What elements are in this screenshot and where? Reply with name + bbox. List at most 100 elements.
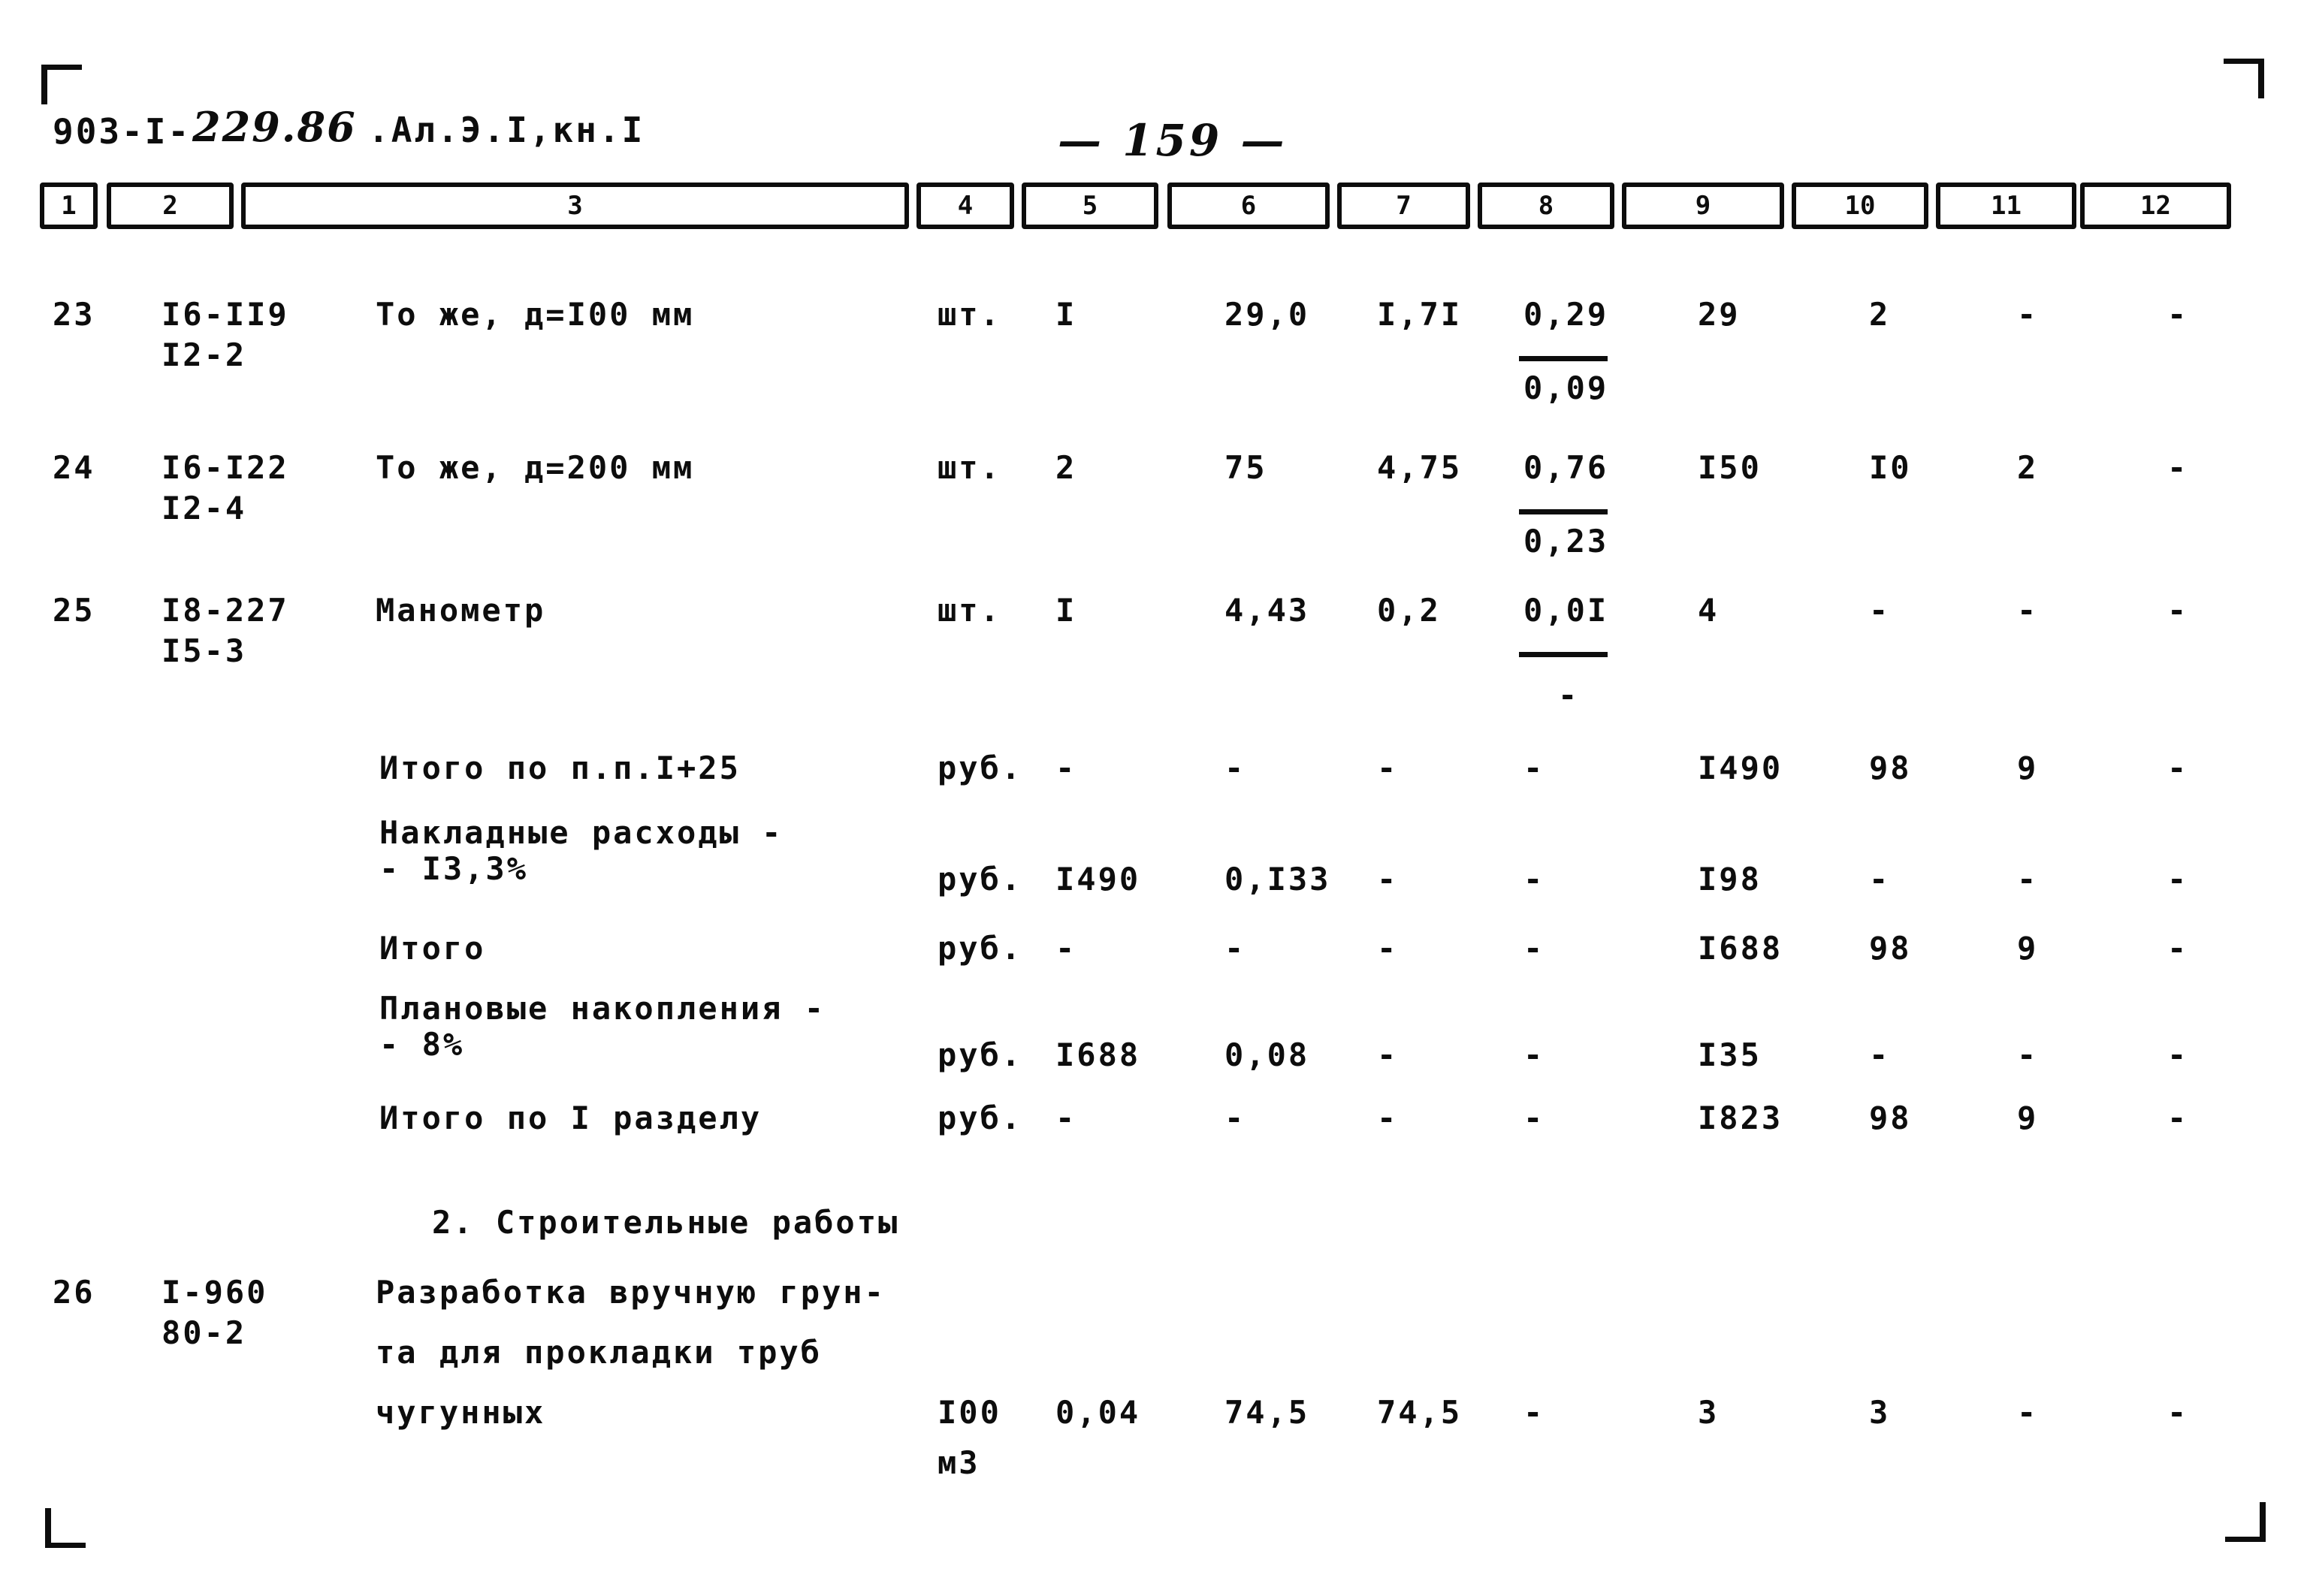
norm-code-line: I8-227 <box>162 592 289 629</box>
norm-code-line: 80-2 <box>162 1314 247 1351</box>
cell-c11: - <box>2017 592 2039 629</box>
cell-c5: - <box>1055 1100 1077 1136</box>
cell-c12: - <box>2167 861 2189 898</box>
work-description-line: Накладные расходы - <box>379 814 784 851</box>
album-series-label: .Ал.Э.I,кн.I <box>368 110 645 150</box>
cell-c6: - <box>1224 930 1246 967</box>
cell-c10: - <box>1869 1036 1891 1073</box>
column-header-1: 1 <box>40 183 98 229</box>
unit-of-measure: руб. <box>938 861 1023 898</box>
cell-c6: 0,I33 <box>1224 861 1331 898</box>
cell-c9: I688 <box>1698 930 1783 967</box>
cell-c5: I688 <box>1055 1036 1141 1073</box>
cell-c6: 74,5 <box>1224 1394 1310 1431</box>
cell-c10: - <box>1869 592 1891 629</box>
column-header-3: 3 <box>241 183 909 229</box>
norm-code-line: I6-I22 <box>162 449 289 486</box>
row-number: 23 <box>53 296 95 333</box>
cell-c7: 0,2 <box>1377 592 1441 629</box>
cell-c11: 9 <box>2017 930 2039 967</box>
work-description-line: Итого по I разделу <box>379 1100 762 1136</box>
cell-c12: - <box>2167 750 2189 786</box>
cell-c8-numerator: 0,29 <box>1523 296 1609 333</box>
cell-c7: - <box>1377 861 1399 898</box>
column-header-4: 4 <box>916 183 1014 229</box>
column-header-9: 9 <box>1622 183 1784 229</box>
cell-c12: - <box>2167 930 2189 967</box>
norm-code-line: I6-II9 <box>162 296 289 333</box>
cell-c9: I50 <box>1698 449 1762 486</box>
cell-c6: - <box>1224 750 1246 786</box>
cell-c12: - <box>2167 296 2189 333</box>
cell-c10: 98 <box>1869 1100 1912 1136</box>
fraction-bar <box>1519 356 1608 361</box>
cell-c9: 4 <box>1698 592 1720 629</box>
unit-of-measure: м3 <box>938 1444 980 1481</box>
column-header-7: 7 <box>1337 183 1470 229</box>
cell-c11: - <box>2017 1036 2039 1073</box>
row-number: 26 <box>53 1274 95 1311</box>
cell-c5: I <box>1055 592 1077 629</box>
cell-c9: I98 <box>1698 861 1762 898</box>
cell-c6: 4,43 <box>1224 592 1310 629</box>
document-code-handwritten: 229.86 <box>192 103 357 151</box>
cell-c6: 75 <box>1224 449 1267 486</box>
cell-c5: 0,04 <box>1055 1394 1141 1431</box>
norm-code-line: I5-3 <box>162 632 247 669</box>
work-description-line: То же, д=200 мм <box>376 449 695 486</box>
work-description-line: - 8% <box>379 1026 465 1063</box>
cell-c11: 9 <box>2017 1100 2039 1136</box>
cell-c8-numerator: 0,76 <box>1523 449 1609 486</box>
work-description-line: То же, д=I00 мм <box>376 296 695 333</box>
cell-c12: - <box>2167 449 2189 486</box>
crop-mark-top-left <box>41 65 82 104</box>
cell-c5: - <box>1055 750 1077 786</box>
cell-c12: - <box>2167 1100 2189 1136</box>
work-description-line: Итого <box>379 930 486 967</box>
cell-c11: - <box>2017 1394 2039 1431</box>
cell-c9: I35 <box>1698 1036 1762 1073</box>
norm-code-line: I2-4 <box>162 490 247 526</box>
cell-c10: 3 <box>1869 1394 1891 1431</box>
cell-c10: 98 <box>1869 930 1912 967</box>
document-code: 903-I- <box>53 111 192 152</box>
cell-c8: - <box>1523 750 1545 786</box>
column-header-12: 12 <box>2080 183 2231 229</box>
norm-code-line: I-960 <box>162 1274 268 1311</box>
work-description-line: - I3,3% <box>379 850 529 887</box>
work-description-line: та для прокладки труб <box>376 1334 823 1371</box>
cell-c6: - <box>1224 1100 1246 1136</box>
unit-of-measure: руб. <box>938 750 1023 786</box>
cell-c7: - <box>1377 1036 1399 1073</box>
work-description-line: Плановые накопления - <box>379 990 826 1027</box>
fraction-bar <box>1519 509 1608 514</box>
cell-c8: - <box>1523 861 1545 898</box>
cell-c12: - <box>2167 1394 2189 1431</box>
cell-c7: I,7I <box>1377 296 1463 333</box>
column-header-11: 11 <box>1936 183 2076 229</box>
column-header-8: 8 <box>1478 183 1614 229</box>
unit-of-measure: руб. <box>938 1036 1023 1073</box>
fraction-bar <box>1519 652 1608 657</box>
cell-c5: I490 <box>1055 861 1141 898</box>
cell-c5: 2 <box>1055 449 1077 486</box>
cell-c9: I823 <box>1698 1100 1783 1136</box>
crop-mark-bottom-right <box>2225 1502 2266 1542</box>
cell-c10: I0 <box>1869 449 1912 486</box>
cell-c10: 2 <box>1869 296 1891 333</box>
column-header-2: 2 <box>107 183 234 229</box>
crop-mark-bottom-left <box>45 1508 86 1548</box>
unit-of-measure: шт. <box>938 449 1001 486</box>
cell-c8-denominator: - <box>1558 677 1580 714</box>
norm-code-line: I2-2 <box>162 336 247 373</box>
row-number: 24 <box>53 449 95 486</box>
cell-c11: 2 <box>2017 449 2039 486</box>
column-header-5: 5 <box>1022 183 1158 229</box>
cell-c11: - <box>2017 296 2039 333</box>
